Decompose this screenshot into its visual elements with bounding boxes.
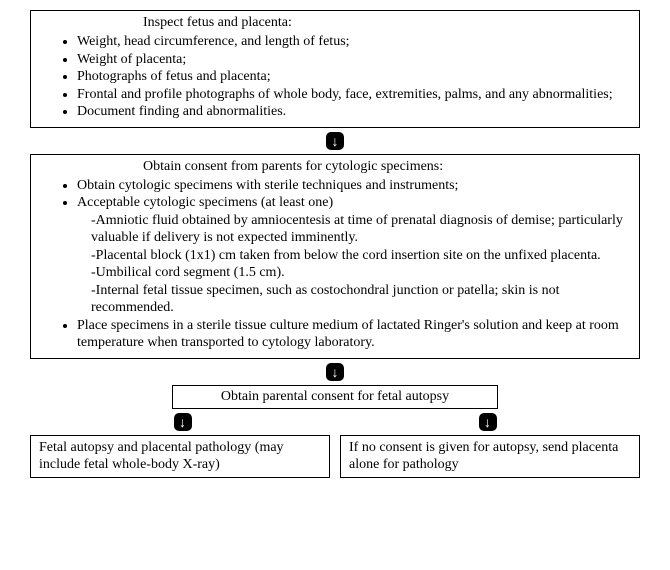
list-item: Weight of placenta; [77,51,627,69]
list-item: Photographs of fetus and placenta; [77,68,627,86]
arrow-down-icon: ↓ [326,132,344,150]
step-consent-autopsy-text: Obtain parental consent for fetal autops… [221,389,449,404]
outcome-autopsy-box: Fetal autopsy and placental pathology (m… [30,435,330,478]
sub-item: -Umbilical cord segment (1.5 cm). [77,264,627,282]
step-inspect-list: Weight, head circumference, and length o… [43,33,627,121]
arrow-down-icon: ↓ [479,413,497,431]
sub-item: -Internal fetal tissue specimen, such as… [77,282,627,317]
step-inspect-title: Inspect fetus and placenta: [43,15,627,31]
list-item: Document finding and abnormalities. [77,103,627,121]
arrow-connector: ↓ [30,132,640,150]
outcome-autopsy-text: Fetal autopsy and placental pathology (m… [39,440,284,473]
outcome-no-consent-text: If no consent is given for autopsy, send… [349,440,618,473]
list-item: Place specimens in a sterile tissue cult… [77,317,627,352]
arrow-left-wrap: ↓ [30,413,335,431]
step-consent-specimens-box: Obtain consent from parents for cytologi… [30,154,640,359]
outcome-row: Fetal autopsy and placental pathology (m… [30,435,640,478]
arrow-connector: ↓ [30,363,640,381]
arrow-down-icon: ↓ [326,363,344,381]
step-inspect-box: Inspect fetus and placenta: Weight, head… [30,10,640,128]
list-item: Acceptable cytologic specimens (at least… [77,194,627,317]
arrow-down-icon: ↓ [174,413,192,431]
list-item: Weight, head circumference, and length o… [77,33,627,51]
sub-item: -Amniotic fluid obtained by amniocentesi… [77,212,627,247]
step-consent-specimens-title: Obtain consent from parents for cytologi… [43,159,627,175]
step-consent-autopsy-box: Obtain parental consent for fetal autops… [172,385,498,409]
list-item: Frontal and profile photographs of whole… [77,86,627,104]
arrow-split: ↓ ↓ [30,413,640,431]
step-consent-specimens-list: Obtain cytologic specimens with sterile … [43,177,627,352]
sub-item: -Placental block (1x1) cm taken from bel… [77,247,627,265]
list-item-label: Acceptable cytologic specimens (at least… [77,195,333,210]
arrow-right-wrap: ↓ [335,413,640,431]
list-item: Obtain cytologic specimens with sterile … [77,177,627,195]
outcome-no-consent-box: If no consent is given for autopsy, send… [340,435,640,478]
flowchart-container: Inspect fetus and placenta: Weight, head… [0,0,670,498]
